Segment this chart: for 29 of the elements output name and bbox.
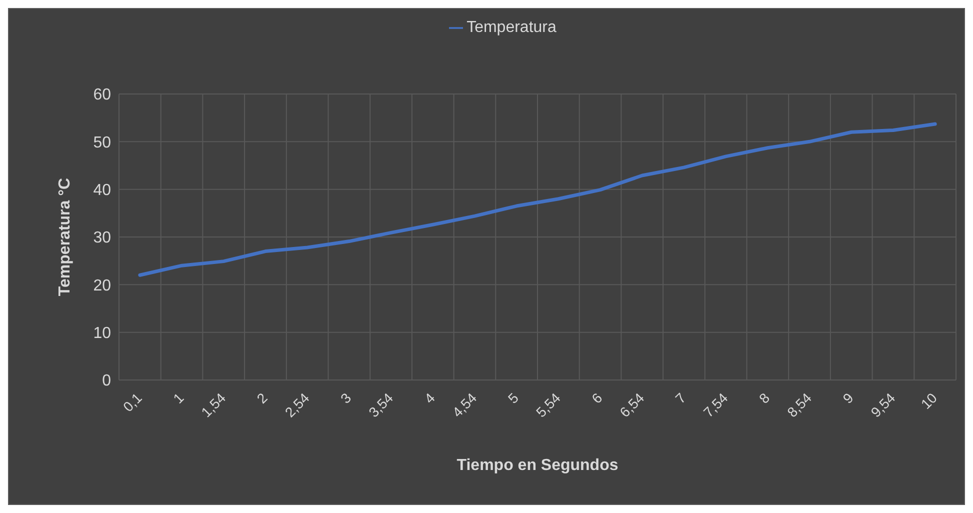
- y-axis-title: Temperatura °C: [56, 177, 74, 296]
- x-tick-label: 6,54: [616, 389, 648, 420]
- x-tick-label: 2: [254, 389, 271, 406]
- x-tick-label: 7,54: [700, 389, 731, 420]
- x-tick-label: 1: [170, 389, 187, 406]
- y-tick-label: 10: [93, 325, 112, 342]
- x-tick-label: 3,54: [365, 389, 396, 420]
- x-tick-label: 8: [756, 389, 773, 406]
- x-tick-label: 10: [918, 389, 940, 412]
- x-tick-label: 5,54: [532, 389, 564, 420]
- x-tick-label: 4: [421, 389, 438, 406]
- x-tick-label: 8,54: [784, 389, 815, 420]
- x-axis-title: Tiempo en Segundos: [456, 457, 618, 474]
- x-tick-label: 3: [337, 389, 354, 406]
- x-tick-label: 7: [672, 389, 690, 406]
- x-tick-label: 6: [588, 389, 606, 406]
- legend-label: Temperatura: [466, 19, 556, 36]
- y-tick-label: 60: [93, 86, 112, 104]
- x-tick-label: 9: [840, 389, 856, 406]
- y-tick-label: 50: [93, 134, 112, 152]
- x-tick-label: 4,54: [449, 389, 480, 420]
- x-tick-label: 0,1: [120, 389, 146, 415]
- y-tick-label: 20: [93, 277, 112, 294]
- y-tick-label: 30: [93, 230, 112, 247]
- y-tick-label: 40: [93, 182, 112, 200]
- line-series: [138, 122, 937, 277]
- y-tick-label: 0: [102, 372, 112, 390]
- x-tick-label: 5: [504, 389, 522, 406]
- x-tick-label: 9,54: [868, 389, 898, 420]
